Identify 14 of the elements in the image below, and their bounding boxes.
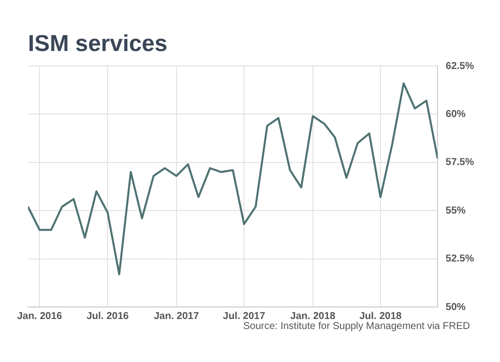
y-tick-label: 52.5%: [446, 254, 474, 265]
source-note: Source: Institute for Supply Management via FRED: [243, 321, 470, 332]
y-tick-label: 57.5%: [446, 157, 474, 168]
x-tick-label: Jan. 2017: [154, 310, 200, 322]
y-tick-label: 60%: [446, 108, 466, 120]
x-tick-label: Jul. 2017: [222, 310, 266, 322]
x-tick-label: Jan. 2018: [290, 310, 336, 322]
x-tick-label: Jan. 2016: [17, 310, 63, 322]
x-tick-label: Jul. 2016: [86, 310, 130, 322]
y-tick-label: 55%: [446, 205, 466, 216]
y-tick-label: 62.5%: [446, 60, 474, 72]
chart-title: ISM services: [28, 30, 168, 57]
y-tick-label: 50%: [446, 302, 466, 313]
x-tick-label: Jul. 2018: [359, 310, 402, 322]
